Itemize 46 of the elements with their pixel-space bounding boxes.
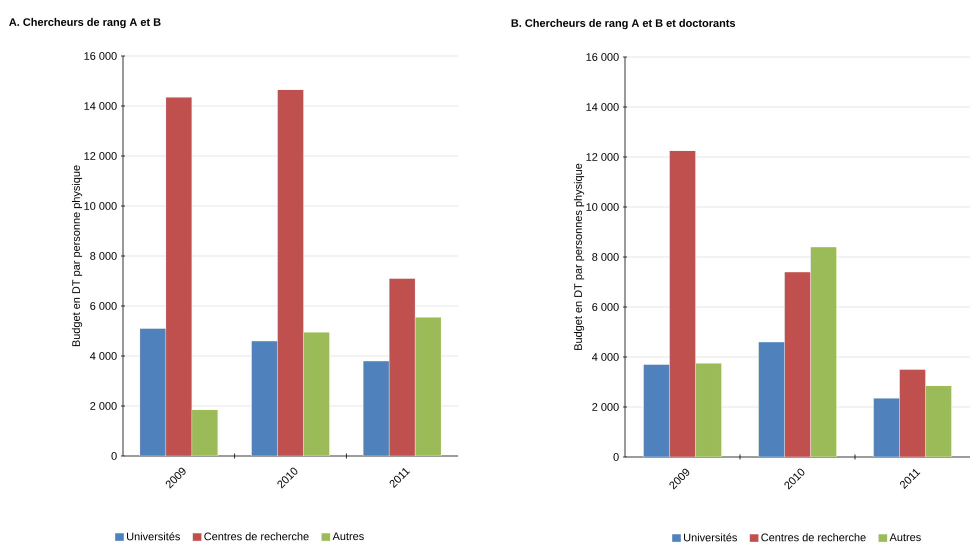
bar [643,364,670,457]
y-tick-label: 6 000 [90,302,117,310]
y-tick-label: 10 000 [84,202,117,210]
legend-label: Universités [127,532,180,540]
bar [192,410,218,456]
chart-title: A. Chercheurs de rang A et B [9,18,161,28]
bar [166,97,192,456]
y-tick-label: 16 000 [84,52,117,60]
bar [925,386,952,457]
y-tick-label: 8 000 [90,252,117,260]
bar [277,90,304,456]
bar [784,272,811,457]
chart-title: B. Chercheurs de rang A et B et doctorants [512,18,736,30]
bar [388,278,416,456]
y-axis-title: Budget en DT par personnes physique [574,164,584,350]
bar [251,340,278,456]
legend-label: Centres de recherche [761,533,866,542]
y-tick-label: 14 000 [586,103,619,111]
y-tick-label: 10 000 [586,203,619,211]
legend-label: Autres [890,533,921,542]
y-tick-label: 4 000 [90,352,117,360]
y-tick-label: 12 000 [84,152,117,160]
bar [758,342,785,457]
bar [140,328,166,456]
y-tick-label: 6 000 [592,303,619,311]
bar [695,363,722,457]
bar [810,246,837,457]
bar [303,332,330,456]
bar [414,317,442,456]
bar [362,360,390,456]
y-tick-label: 14 000 [84,102,117,110]
legend-label: Universités [684,533,737,542]
legend-label: Centres de recherche [204,532,309,540]
y-tick-label: 16 000 [586,53,619,61]
bar [899,369,926,457]
y-tick-label: 2 000 [592,403,619,411]
y-tick-label: 12 000 [586,153,619,161]
y-tick-label: 0 [613,453,619,461]
y-tick-label: 0 [111,452,117,460]
y-tick-label: 2 000 [90,402,117,410]
y-tick-label: 4 000 [592,353,619,361]
legend-label: Autres [332,532,364,540]
bar [873,398,900,457]
bar [669,150,696,457]
y-tick-label: 8 000 [592,253,619,261]
y-axis-title: Budget en DT par personne physique [72,165,82,346]
